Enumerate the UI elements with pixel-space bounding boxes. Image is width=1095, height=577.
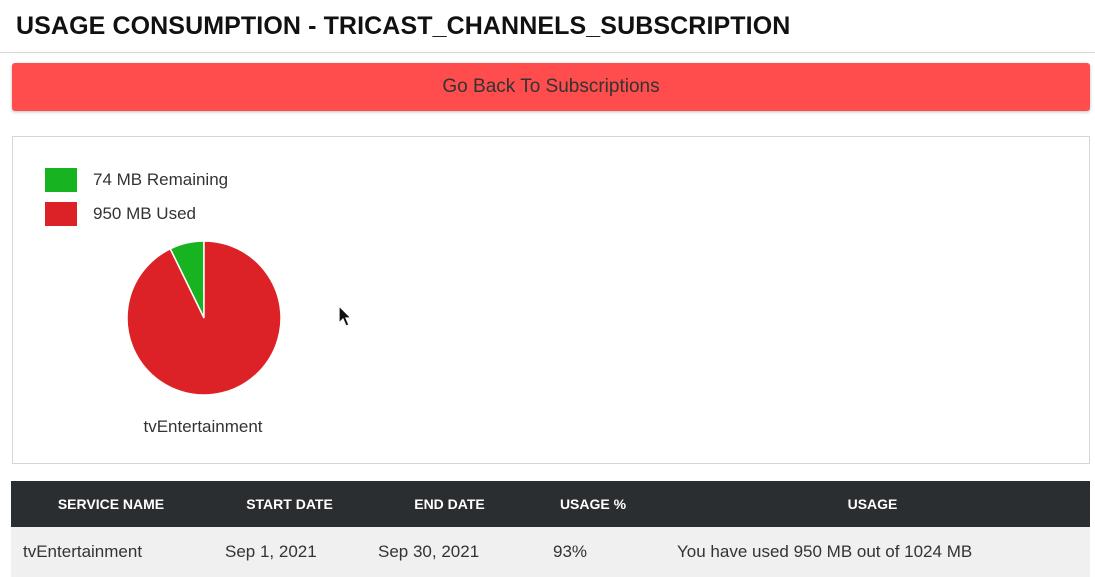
cell-usage: You have used 950 MB out of 1024 MB [655, 527, 1090, 577]
cell-end-date: Sep 30, 2021 [368, 527, 531, 577]
page-title: USAGE CONSUMPTION - TRICAST_CHANNELS_SUB… [16, 12, 791, 40]
go-back-to-subscriptions-button[interactable]: Go Back To Subscriptions [12, 63, 1090, 111]
cell-usage-percent: 93% [531, 527, 655, 577]
pie-slice-used[interactable] [126, 240, 282, 396]
legend-item-used[interactable]: 950 MB Used [45, 197, 228, 231]
column-header-service-name: SERVICE NAME [11, 481, 211, 527]
table-header-row: SERVICE NAME START DATE END DATE USAGE %… [11, 481, 1090, 527]
column-header-usage-percent: USAGE % [531, 481, 655, 527]
mouse-cursor-icon [338, 305, 353, 327]
usage-pie-chart [126, 240, 282, 396]
column-header-start-date: START DATE [211, 481, 368, 527]
legend-label-used: 950 MB Used [93, 204, 196, 223]
page-header: USAGE CONSUMPTION - TRICAST_CHANNELS_SUB… [0, 0, 1095, 53]
cell-service-name: tvEntertainment [11, 527, 211, 577]
cell-start-date: Sep 1, 2021 [211, 527, 368, 577]
legend-swatch-used [45, 202, 77, 226]
legend-item-remaining[interactable]: 74 MB Remaining [45, 163, 228, 197]
pie-chart-title: tvEntertainment [143, 417, 263, 436]
table-row[interactable]: tvEntertainment Sep 1, 2021 Sep 30, 2021… [11, 527, 1090, 577]
chart-legend: 74 MB Remaining 950 MB Used [45, 163, 228, 231]
legend-label-remaining: 74 MB Remaining [93, 170, 229, 189]
usage-table: SERVICE NAME START DATE END DATE USAGE %… [11, 481, 1090, 577]
column-header-end-date: END DATE [368, 481, 531, 527]
legend-swatch-remaining [45, 168, 77, 192]
usage-chart-panel: 74 MB Remaining 950 MB Used tvEntertainm… [12, 136, 1090, 464]
column-header-usage: USAGE [655, 481, 1090, 527]
